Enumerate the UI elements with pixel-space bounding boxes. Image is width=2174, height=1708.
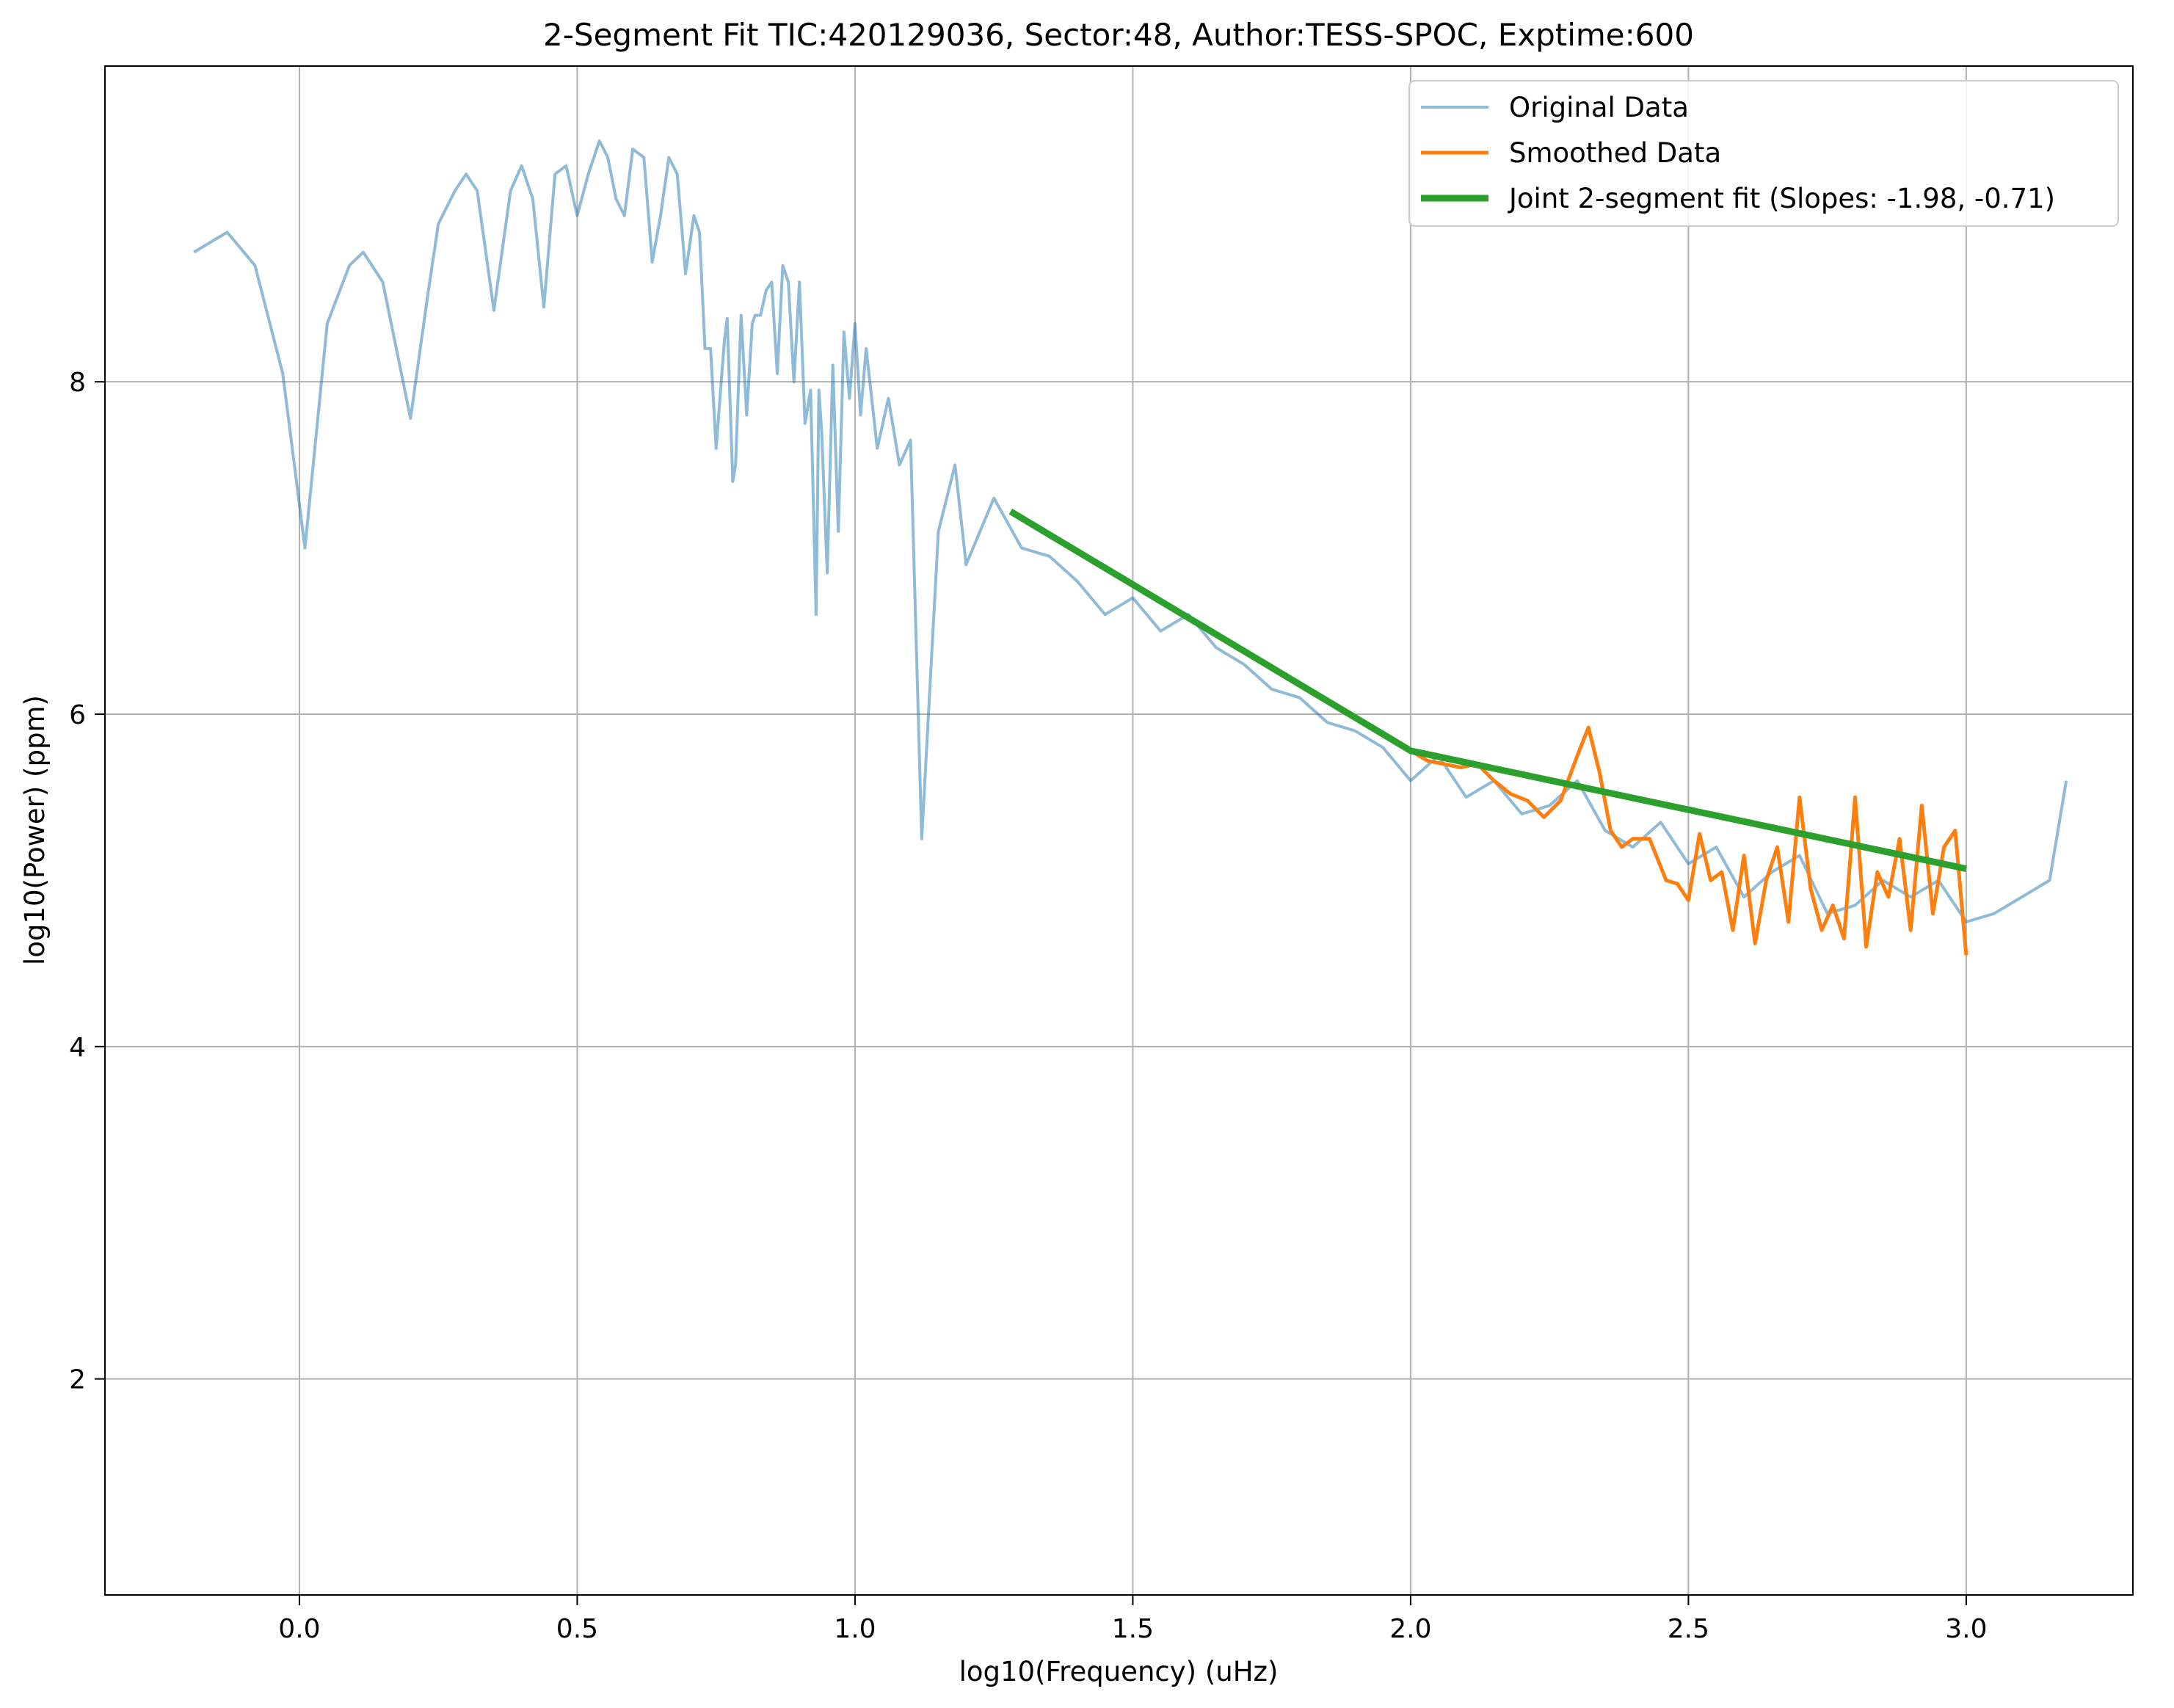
x-axis-label: log10(Frequency) (uHz) xyxy=(959,1656,1279,1687)
series-layer xyxy=(193,139,2068,956)
x-tick-label: 0.0 xyxy=(278,1614,320,1644)
y-tick-label: 8 xyxy=(69,368,86,398)
y-tick-label: 2 xyxy=(69,1365,86,1395)
legend-label-fit: Joint 2-segment fit (Slopes: -1.98, -0.7… xyxy=(1508,183,2055,214)
grid xyxy=(105,66,2133,1595)
legend-label-smoothed: Smoothed Data xyxy=(1509,137,1721,169)
series-original-data xyxy=(193,139,2068,923)
chart-title: 2-Segment Fit TIC:420129036, Sector:48, … xyxy=(543,17,1694,53)
x-tick-label: 2.0 xyxy=(1389,1614,1431,1644)
legend-label-original: Original Data xyxy=(1509,92,1689,123)
x-tick-label: 1.0 xyxy=(834,1614,876,1644)
series-joint-fit xyxy=(1008,508,1967,873)
y-axis-ticks: 2 4 6 8 xyxy=(69,368,105,1395)
x-tick-label: 3.0 xyxy=(1945,1614,1987,1644)
y-tick-label: 4 xyxy=(69,1033,86,1063)
legend-box xyxy=(1408,80,2119,227)
plot-area xyxy=(193,139,2068,956)
x-tick-label: 1.5 xyxy=(1112,1614,1154,1644)
y-axis-label: log10(Power) (ppm) xyxy=(19,695,51,965)
axes-frame xyxy=(104,65,2134,1596)
x-axis-ticks: 0.0 0.5 1.0 1.5 2.0 2.5 3.0 xyxy=(278,1595,1988,1644)
x-tick-label: 2.5 xyxy=(1668,1614,1709,1644)
y-tick-label: 6 xyxy=(69,700,86,730)
legend: Original Data Smoothed Data Joint 2-segm… xyxy=(1408,80,2119,227)
series-smoothed-data xyxy=(1409,725,1968,956)
x-tick-label: 0.5 xyxy=(556,1614,598,1644)
